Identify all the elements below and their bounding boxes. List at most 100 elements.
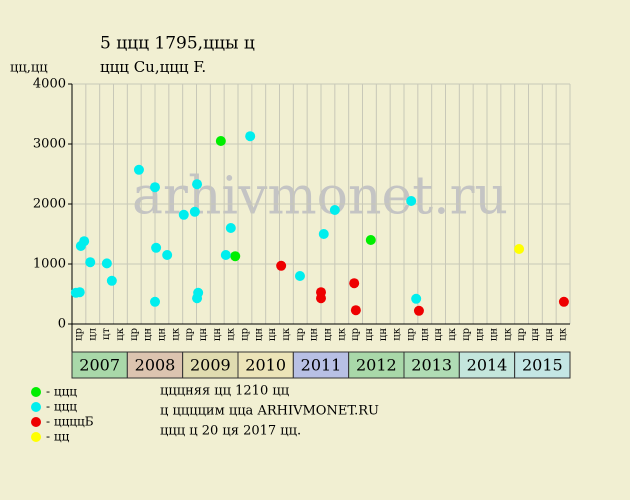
quarter-label: цн [322, 328, 333, 341]
year-band [458, 351, 516, 379]
legend-label: - ццц [46, 385, 77, 399]
legend-marker [31, 432, 41, 442]
data-point [406, 196, 417, 206]
data-point [365, 235, 376, 245]
quarter-label: цт [101, 328, 112, 340]
quarter-label: цн [488, 328, 499, 341]
year-label: 2012 [356, 356, 397, 375]
data-point [294, 271, 305, 281]
year-label: 2014 [467, 356, 508, 375]
quarter-label: цн [544, 328, 555, 341]
quarter-label: цн [143, 328, 154, 341]
quarter-label: цр [184, 328, 195, 341]
data-point [558, 296, 569, 307]
data-point [192, 179, 203, 190]
data-point [79, 236, 90, 247]
year-band [403, 351, 460, 379]
quarter-label: цн [530, 328, 541, 341]
y-tick-label: 0 [58, 317, 66, 332]
year-band [71, 351, 128, 379]
data-point [133, 164, 144, 175]
data-point [178, 209, 189, 220]
data-point [74, 287, 85, 298]
quarter-label: цн [309, 328, 320, 341]
data-point [85, 257, 96, 268]
watermark: arhivmonet.ru [132, 167, 508, 227]
data-point [316, 293, 326, 304]
quarter-label: цр [239, 328, 250, 341]
data-point [225, 223, 236, 233]
quarter-label: цк [392, 327, 403, 340]
chart-subtitle: ццц Cu,ццц F. [100, 58, 206, 76]
quarter-label: цр [129, 328, 140, 341]
year-label: 2010 [245, 356, 286, 375]
data-point [350, 305, 361, 316]
year-band [237, 351, 294, 379]
data-point [245, 131, 256, 142]
legend-label: - ццц [46, 400, 77, 414]
data-point [230, 251, 241, 262]
year-label: 2009 [190, 356, 231, 375]
quarter-label: цн [267, 328, 278, 341]
year-label: 2008 [135, 356, 176, 375]
legend-marker [31, 417, 41, 427]
quarter-label: цк [281, 327, 292, 340]
legend-marker [31, 387, 41, 397]
y-tick-label: 4000 [33, 77, 66, 92]
quarter-label: цк [226, 327, 237, 340]
data-point [192, 293, 203, 304]
quarter-label: цк [447, 327, 458, 340]
quarter-label: цн [378, 328, 389, 341]
year-label: 2007 [79, 356, 120, 375]
year-label: 2015 [522, 356, 563, 375]
quarter-label: цр [73, 328, 84, 341]
data-point [514, 244, 525, 254]
data-point [162, 250, 173, 260]
year-label: 2011 [301, 356, 342, 375]
data-point [101, 258, 112, 269]
data-point [151, 242, 162, 253]
quarter-label: цр [405, 328, 416, 341]
legend-label: - цц [46, 430, 70, 444]
quarter-label: цк [170, 327, 181, 340]
quarter-label: цр [461, 328, 472, 341]
y-tick-label: 2000 [33, 197, 66, 212]
year-band [292, 351, 350, 379]
quarter-label: цн [364, 328, 375, 341]
legend-marker [31, 402, 41, 412]
quarter-label: цн [212, 328, 223, 341]
quarter-label: цр [516, 328, 527, 341]
data-point [106, 275, 117, 286]
quarter-label: цн [253, 328, 264, 341]
year-label: 2013 [411, 356, 452, 375]
data-point [349, 278, 360, 289]
quarter-label: цк [336, 327, 347, 340]
y-axis-label: цц,цц [10, 61, 48, 76]
chart-title: 5 ццц 1795,ццы ц [100, 34, 255, 54]
note: ц ццццим цца ARHIVMONET.RU [160, 404, 379, 419]
quarter-label: цн [156, 328, 167, 341]
quarter-label: цл [87, 328, 98, 341]
quarter-label: цк [558, 327, 569, 340]
quarter-label: цр [350, 328, 361, 341]
data-point [413, 305, 424, 316]
data-point [189, 206, 200, 217]
note: цццняя цц 1210 цц [160, 384, 289, 399]
quarter-label: цр [295, 328, 306, 341]
quarter-label: цн [198, 328, 209, 341]
quarter-label: цн [419, 328, 430, 341]
legend-label: - ццццБ [46, 415, 94, 429]
y-tick-label: 1000 [33, 257, 66, 272]
data-point [276, 260, 287, 271]
year-band [514, 351, 571, 379]
data-point [220, 250, 231, 260]
data-point [318, 229, 329, 239]
year-band [126, 351, 184, 379]
data-point [150, 296, 160, 307]
year-band [348, 351, 405, 379]
data-point [215, 136, 226, 146]
data-point [329, 205, 340, 215]
quarter-label: цк [115, 327, 126, 340]
quarter-label: цк [502, 327, 513, 340]
